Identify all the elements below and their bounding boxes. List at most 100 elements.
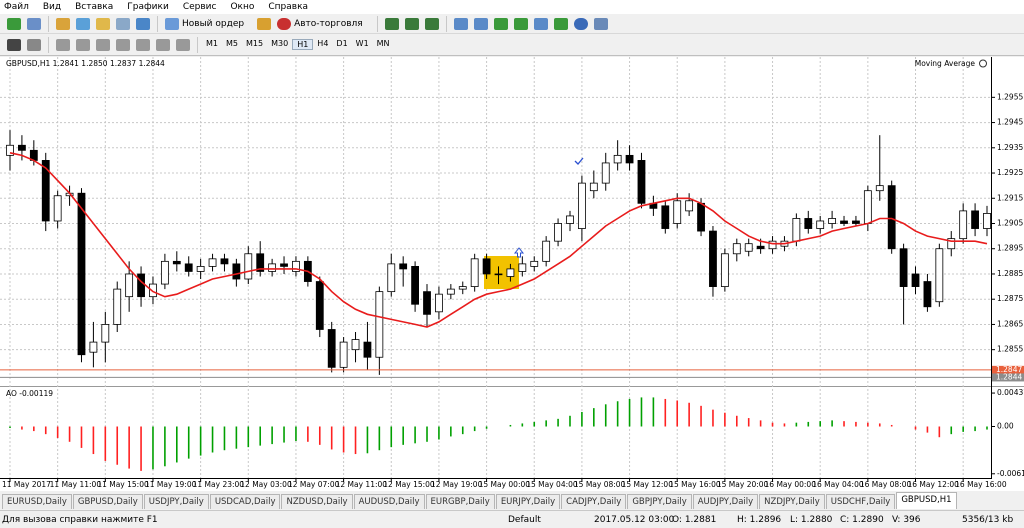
menu-item[interactable]: Сервис bbox=[182, 2, 217, 12]
price-tick-label: 1.2955 bbox=[997, 92, 1023, 101]
price-label: 1.2844 bbox=[996, 372, 1022, 381]
icon[interactable] bbox=[76, 17, 90, 30]
candle-body bbox=[458, 286, 467, 290]
chart-tab[interactable]: NZDJPY,Daily bbox=[759, 494, 825, 509]
chart-tab[interactable]: GBPUSD,Daily bbox=[72, 494, 143, 509]
candle-body bbox=[375, 291, 384, 358]
menu-item[interactable]: Справка bbox=[268, 2, 309, 12]
separator bbox=[376, 15, 378, 32]
candle-body bbox=[983, 213, 991, 229]
candle-body bbox=[971, 210, 979, 229]
separator bbox=[197, 36, 198, 53]
icon[interactable] bbox=[384, 17, 399, 30]
menu-item[interactable]: Вид bbox=[42, 2, 62, 12]
icon[interactable] bbox=[56, 38, 70, 51]
status-field: V: 396 bbox=[892, 515, 921, 525]
icon[interactable] bbox=[513, 17, 528, 30]
icon[interactable] bbox=[593, 17, 608, 30]
candle-body bbox=[137, 273, 145, 298]
status-field: 5356/13 kb bbox=[962, 515, 1014, 525]
candle-body bbox=[863, 190, 872, 224]
candle-body bbox=[256, 253, 265, 272]
icon[interactable] bbox=[404, 17, 419, 30]
icon[interactable] bbox=[96, 17, 110, 30]
chart-tab[interactable]: EURUSD,Daily bbox=[2, 494, 72, 509]
menu-item[interactable]: Окно bbox=[230, 2, 255, 12]
candle-body bbox=[744, 243, 753, 252]
icon[interactable] bbox=[136, 17, 150, 30]
icon[interactable] bbox=[136, 38, 150, 51]
candle-body bbox=[351, 339, 360, 351]
candle-body bbox=[840, 220, 848, 224]
chart-tab[interactable]: EURJPY,Daily bbox=[495, 494, 561, 509]
timeframe-button[interactable]: H1 bbox=[292, 39, 314, 50]
ao-tick-label: 0.00 bbox=[997, 421, 1014, 430]
icon[interactable] bbox=[96, 38, 110, 51]
menu-item[interactable]: Файл bbox=[4, 2, 29, 12]
icon[interactable] bbox=[533, 17, 548, 30]
chart-tab[interactable]: AUDUSD,Daily bbox=[353, 494, 425, 509]
candle-body bbox=[494, 273, 503, 276]
icon[interactable] bbox=[553, 17, 568, 30]
chart-tabs: EURUSD,Daily GBPUSD,Daily USDJPY,Daily USDC… bbox=[0, 491, 1024, 509]
ao-tick-label: -0.00618 bbox=[997, 469, 1024, 478]
timeframe-button[interactable]: M1 bbox=[206, 39, 218, 48]
icon[interactable] bbox=[453, 17, 468, 30]
icon[interactable] bbox=[116, 17, 130, 30]
candle-body bbox=[566, 215, 574, 224]
candle-body bbox=[268, 263, 277, 272]
separator bbox=[157, 15, 158, 32]
chart-tab[interactable]: GBPUSD,H1 bbox=[896, 492, 957, 509]
timeframe-button[interactable]: MN bbox=[376, 39, 390, 48]
timeframe-button[interactable]: W1 bbox=[355, 39, 369, 48]
candle-body bbox=[732, 243, 741, 255]
auto-trading-button[interactable]: Авто-торговля bbox=[294, 18, 363, 29]
candle-body bbox=[875, 185, 884, 192]
chart-tab[interactable]: USDJPY,Daily bbox=[143, 494, 209, 509]
chart-tab[interactable]: EURGBP,Daily bbox=[425, 494, 495, 509]
candle-body bbox=[625, 154, 634, 164]
icon[interactable] bbox=[493, 17, 508, 30]
close-icon[interactable] bbox=[979, 59, 987, 68]
price-tick-label: 1.2885 bbox=[997, 269, 1023, 278]
chart-header: GBPUSD,H1 1.2841 1.2850 1.2837 1.2844 bbox=[6, 59, 165, 68]
menu-item[interactable]: Вставка bbox=[75, 2, 114, 12]
candle-body bbox=[542, 240, 551, 262]
status-field: Для вызова справки нажмите F1 bbox=[2, 515, 158, 525]
candle-body bbox=[411, 265, 419, 305]
icon[interactable] bbox=[573, 17, 588, 30]
candle-body bbox=[816, 220, 825, 229]
icon bbox=[257, 17, 272, 30]
chart-tab[interactable]: AUDJPY,Daily bbox=[692, 494, 759, 509]
candle-body bbox=[6, 144, 14, 156]
icon[interactable] bbox=[56, 17, 70, 30]
icon[interactable] bbox=[424, 17, 439, 30]
separator bbox=[48, 36, 49, 53]
icon[interactable] bbox=[76, 38, 90, 51]
timeframe-button[interactable]: M5 bbox=[226, 39, 238, 48]
icon[interactable] bbox=[156, 38, 170, 51]
icon[interactable] bbox=[7, 17, 21, 30]
timeframe-button[interactable]: M30 bbox=[271, 39, 289, 48]
icon[interactable] bbox=[473, 17, 488, 30]
grid bbox=[0, 57, 991, 478]
candle-body bbox=[482, 258, 491, 275]
time-tick-label: 11 May 2017 bbox=[2, 480, 51, 489]
icon[interactable] bbox=[7, 38, 21, 51]
chart-tab[interactable]: GBPJPY,Daily bbox=[627, 494, 692, 509]
timeframe-button[interactable]: M15 bbox=[246, 39, 264, 48]
icon[interactable] bbox=[27, 38, 41, 51]
menu-item[interactable]: Графики bbox=[127, 2, 169, 12]
timeframe-button[interactable]: D1 bbox=[336, 39, 348, 48]
timeframe-button[interactable]: H4 bbox=[317, 39, 329, 48]
icon[interactable] bbox=[27, 17, 41, 30]
icon[interactable] bbox=[116, 38, 130, 51]
chart-tab[interactable]: NZDUSD,Daily bbox=[281, 494, 353, 509]
icon[interactable] bbox=[176, 38, 190, 51]
new-order-button[interactable]: Новый ордер bbox=[182, 18, 245, 29]
chart-tab[interactable]: CADJPY,Daily bbox=[561, 494, 627, 509]
chart-tab[interactable]: USDCAD,Daily bbox=[209, 494, 281, 509]
candle-body bbox=[196, 265, 205, 272]
chart-tab[interactable]: USDCHF,Daily bbox=[825, 494, 896, 509]
candle-body bbox=[756, 245, 765, 250]
